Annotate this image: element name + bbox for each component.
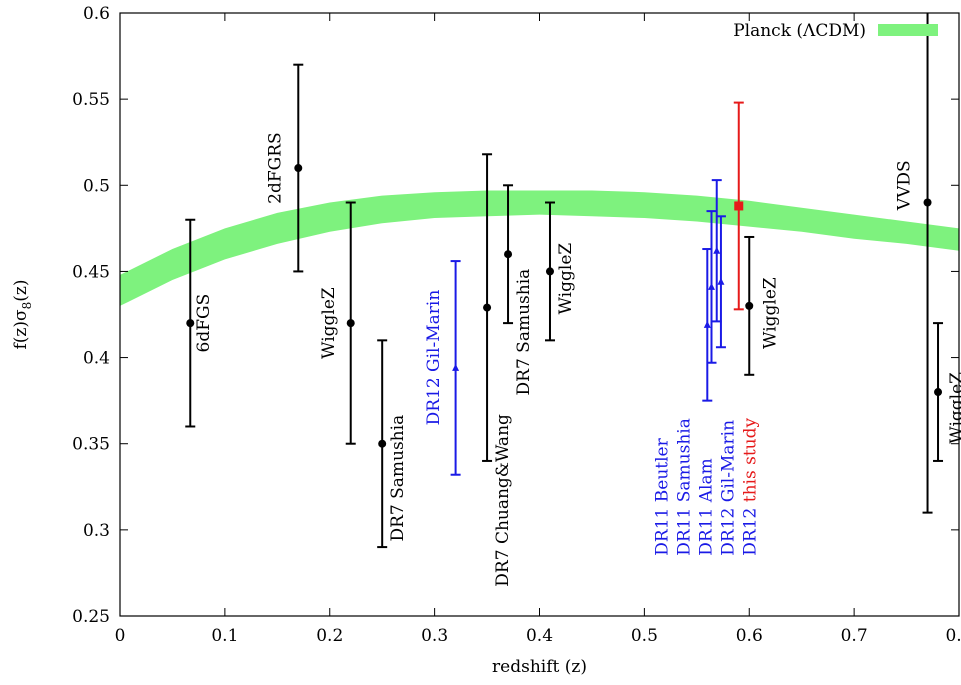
- x-tick-label: 0.1: [211, 626, 238, 646]
- data-point: [345, 201, 356, 445]
- data-point: [733, 101, 744, 311]
- data-point: [702, 248, 713, 402]
- annotation-label: DR7 Chuang&Wang: [493, 414, 513, 587]
- y-tick-label: 0.25: [72, 607, 110, 627]
- y-tick-label: 0.55: [72, 90, 110, 110]
- point-marker: [545, 267, 554, 276]
- x-tick-label: 0.6: [736, 626, 763, 646]
- x-tick-label: 0.3: [421, 626, 448, 646]
- point-marker: [186, 319, 195, 328]
- annotation-label: DR12 this study: [741, 418, 761, 556]
- planck-lcdm-band: [120, 190, 959, 306]
- data-point: [744, 235, 755, 376]
- point-marker: [934, 388, 943, 397]
- legend-swatch: [878, 24, 938, 36]
- data-point: [922, 13, 933, 514]
- annotation-label: DR11 Alam: [696, 458, 716, 555]
- annotations: 6dFGS 2dFGRS WiggleZ DR7 Samushia DR12 Gil-M…: [194, 132, 961, 586]
- y-tick-label: 0.4: [83, 349, 110, 369]
- point-marker: [734, 201, 744, 211]
- annotation-label: 6dFGS: [194, 294, 214, 353]
- data-points: [185, 13, 944, 549]
- point-marker: [703, 320, 711, 328]
- point-marker: [707, 282, 715, 290]
- y-axis-title: f(z)σ8(z): [11, 280, 34, 350]
- data-point: [377, 339, 388, 549]
- data-point: [185, 218, 196, 428]
- annotation-label: DR11 Beutler: [652, 437, 672, 555]
- data-point: [503, 184, 514, 325]
- data-point: [544, 201, 555, 342]
- point-marker: [745, 301, 754, 310]
- data-point: [293, 63, 304, 273]
- annotation-label: WiggleZ: [760, 277, 780, 349]
- point-marker: [346, 319, 355, 328]
- y-tick-label: 0.6: [83, 4, 110, 24]
- planck-band-layer: [120, 190, 959, 306]
- data-point: [715, 215, 726, 349]
- legend-label: Planck (ΛCDM): [733, 21, 866, 41]
- annotation-label: WiggleZ: [947, 372, 961, 444]
- plot-frame: [119, 12, 960, 617]
- legend: Planck (ΛCDM): [733, 21, 938, 41]
- point-marker: [294, 164, 303, 173]
- y-tick-label: 0.5: [83, 176, 110, 196]
- point-marker: [378, 439, 387, 448]
- y-tick-label: 0.35: [72, 435, 110, 455]
- annotation-label: WiggleZ: [556, 243, 576, 315]
- x-tick-label: 0.5: [631, 626, 658, 646]
- x-tick-label: 0.7: [841, 626, 868, 646]
- y-tick-label: 0.45: [72, 262, 110, 282]
- data-point: [711, 179, 722, 323]
- point-marker: [483, 303, 492, 312]
- point-marker: [504, 250, 513, 259]
- data-point: [706, 210, 717, 364]
- data-point: [450, 260, 461, 476]
- annotation-label: DR12 Gil-Marin: [719, 420, 739, 556]
- annotation-label: DR7 Samushia: [388, 415, 408, 542]
- x-tick-label: 0.8: [945, 626, 961, 646]
- annotation-label: WiggleZ: [319, 287, 339, 359]
- annotation-label: DR7 Samushia: [514, 269, 534, 396]
- point-marker: [713, 246, 721, 254]
- point-marker: [717, 277, 725, 285]
- x-tick-label: 0.4: [526, 626, 553, 646]
- data-point: [482, 153, 493, 462]
- annotation-label: 2dFGRS: [265, 132, 285, 204]
- data-point: [933, 322, 944, 462]
- y-tick-label: 0.3: [83, 521, 110, 541]
- axes: 0 0.1 0.2 0.3 0.4 0.5 0.6 0.7 0.8 0.25 0.3 0.35 0.4 0…: [72, 4, 961, 646]
- x-axis-title: redshift (z): [492, 657, 587, 677]
- x-tick-label: 0.2: [316, 626, 343, 646]
- x-tick-label: 0: [115, 626, 126, 646]
- annotation-label: DR11 Samushia: [674, 418, 694, 556]
- annotation-label: VVDS: [895, 160, 915, 211]
- annotation-label: DR12 Gil-Marin: [424, 290, 444, 426]
- point-marker: [923, 198, 932, 207]
- point-marker: [452, 363, 460, 371]
